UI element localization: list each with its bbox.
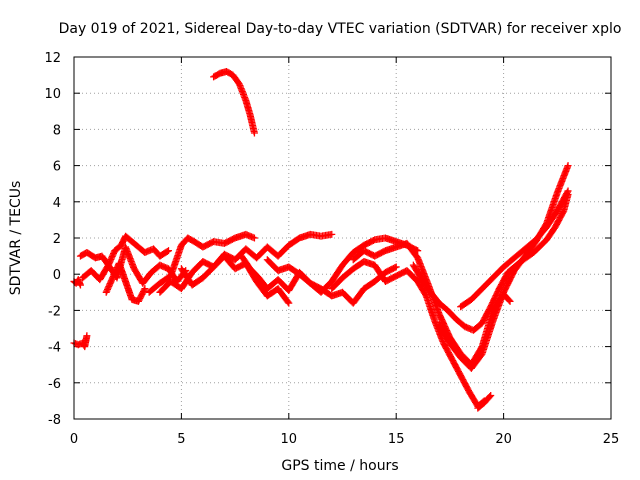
series-arc-j — [238, 252, 400, 307]
chart-title: Day 019 of 2021, Sidereal Day-to-day VTE… — [59, 21, 622, 37]
grid-lines — [74, 57, 611, 419]
data-point — [250, 129, 258, 137]
data-point — [392, 263, 400, 271]
y-tick-label: -8 — [48, 413, 61, 428]
data-point — [505, 296, 513, 304]
series-arc-e — [102, 259, 149, 305]
series-arc-c — [76, 232, 173, 269]
data-point — [487, 391, 495, 399]
y-tick-label: 10 — [44, 87, 61, 102]
data-point — [76, 281, 84, 289]
x-tick-label: 5 — [177, 432, 185, 447]
data-point — [285, 299, 293, 307]
y-tick-label: -2 — [48, 304, 61, 319]
data-point — [328, 230, 336, 238]
data-point — [140, 286, 148, 294]
series-arc-q — [474, 391, 495, 412]
y-tick-label: 12 — [44, 51, 61, 66]
data-point — [564, 187, 572, 195]
y-tick-label: 0 — [53, 268, 61, 283]
y-tick-label: -6 — [48, 377, 61, 392]
series-arc-f — [145, 230, 258, 296]
x-tick-label: 25 — [603, 432, 620, 447]
y-tick-label: -4 — [48, 341, 61, 356]
data-point — [563, 188, 571, 196]
y-tick-label: 8 — [53, 123, 61, 138]
data-point — [165, 247, 173, 255]
data-point — [284, 298, 292, 306]
data-point — [250, 234, 258, 242]
data-point — [564, 162, 572, 170]
series-arc-p — [457, 187, 572, 311]
series-arc-b — [70, 332, 91, 351]
plot-frame — [73, 56, 612, 420]
x-tick-labels: 0 5 10 15 20 25 — [70, 432, 619, 447]
y-tick-label: 2 — [53, 232, 61, 247]
data-point — [391, 264, 399, 272]
data-point — [486, 393, 494, 401]
x-tick-label: 20 — [495, 432, 512, 447]
data-point — [163, 247, 171, 255]
x-tick-label: 10 — [281, 432, 298, 447]
series-arc-i — [210, 67, 258, 137]
data-points — [70, 67, 572, 412]
x-axis-title: GPS time / hours — [281, 458, 398, 474]
y-tick-labels: -8 -6 -4 -2 0 2 4 6 8 10 12 — [44, 51, 61, 428]
series-arc-h — [177, 230, 336, 289]
data-point — [506, 297, 514, 305]
y-tick-label: 6 — [53, 160, 61, 175]
series-arc-l — [328, 258, 488, 410]
data-point — [141, 285, 149, 293]
x-tick-label: 0 — [70, 432, 78, 447]
data-point — [83, 332, 91, 340]
x-tick-label: 15 — [388, 432, 405, 447]
y-tick-label: 4 — [53, 196, 61, 211]
y-axis-title: SDTVAR / TECUs — [8, 181, 24, 296]
